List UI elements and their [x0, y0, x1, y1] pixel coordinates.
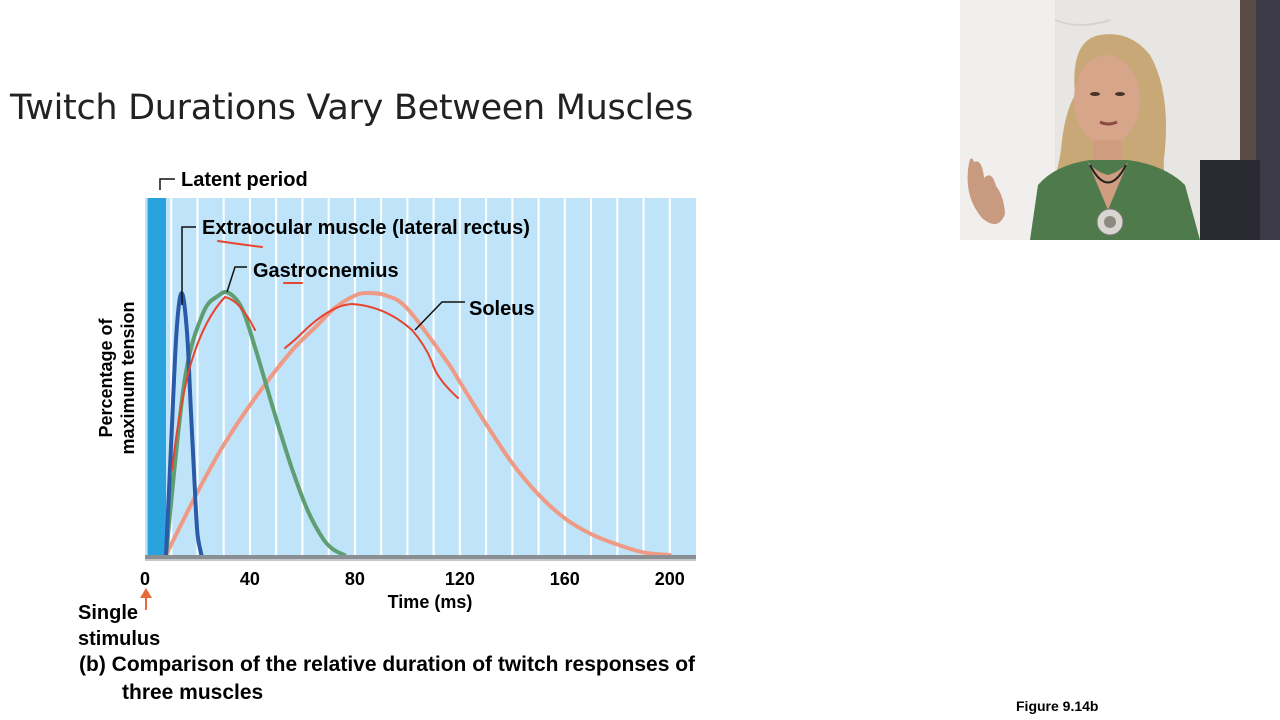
- latent-period-label: Latent period: [181, 169, 308, 191]
- pen-annotations: [171, 240, 459, 471]
- pen-underline-extraocular: [217, 240, 263, 248]
- plot-area: [145, 198, 696, 555]
- latent-period-band: [147, 198, 166, 555]
- gastrocnemius-leader: [226, 266, 247, 293]
- gastrocnemius-curve: [164, 289, 347, 557]
- stimulus-label-line2: stimulus: [78, 628, 160, 650]
- x-tick-label: 160: [550, 569, 580, 589]
- soleus-curve: [164, 291, 672, 557]
- y-axis-label-line2: maximum tension: [118, 301, 138, 454]
- y-axis-label-line1: Percentage of: [96, 317, 116, 437]
- x-axis-shadow: [145, 559, 696, 561]
- gastrocnemius-label: Gastrocnemius: [253, 260, 399, 282]
- twitch-chart: Latent period Extraocular muscle (latera…: [78, 169, 696, 704]
- presenter-video-frame: [960, 0, 1280, 240]
- pen-trace-soleus: [284, 302, 459, 399]
- x-axis-label: Time (ms): [388, 592, 473, 612]
- figure-reference: Figure 9.14b: [1016, 698, 1099, 714]
- extraocular-curve: [164, 291, 204, 557]
- x-tick-label: 80: [345, 569, 365, 589]
- x-tick-label: 120: [445, 569, 475, 589]
- figure-caption-line2: three muscles: [122, 681, 263, 704]
- x-tick-label: 200: [655, 569, 685, 589]
- stimulus-label-line1: Single: [78, 602, 138, 624]
- x-tick-label: 40: [240, 569, 260, 589]
- extraocular-leader: [181, 226, 196, 305]
- soleus-leader: [414, 301, 465, 331]
- pen-trace-gastrocnemius: [171, 295, 256, 471]
- x-axis-line: [145, 555, 696, 559]
- extraocular-label: Extraocular muscle (lateral rectus): [202, 217, 530, 239]
- soleus-label: Soleus: [469, 298, 535, 320]
- x-tick-label: 0: [140, 569, 150, 589]
- latent-period-bracket: [159, 178, 175, 190]
- stimulus-arrowhead: [140, 588, 152, 598]
- figure-caption-line1: (b) Comparison of the relative duration …: [79, 653, 696, 676]
- slide-title: Twitch Durations Vary Between Muscles: [10, 88, 694, 128]
- presenter-webcam: [960, 0, 1280, 240]
